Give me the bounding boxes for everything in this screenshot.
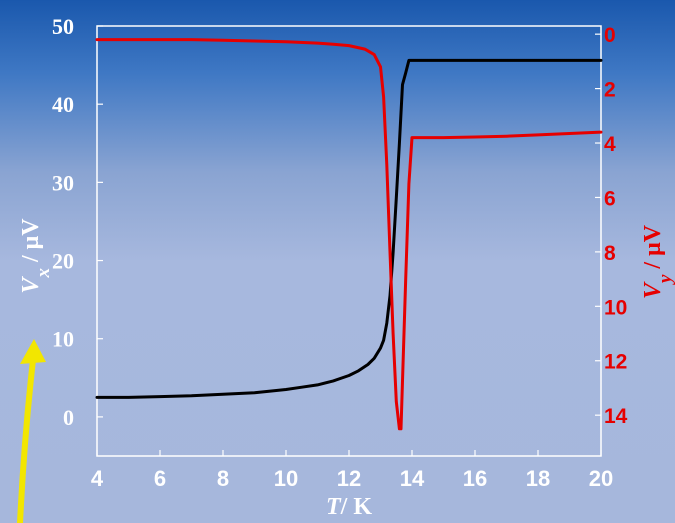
y-left-tick-label: 50 [52, 14, 74, 39]
x-tick-label: 6 [154, 466, 166, 491]
y-right-tick-label: 6 [604, 187, 616, 210]
y-right-tick-label: 12 [604, 351, 627, 374]
x-tick-label: 20 [589, 466, 613, 491]
y-left-tick-label: 0 [63, 405, 74, 430]
y-right-tick-label: 14 [604, 405, 628, 428]
y-right-tick-label: 8 [604, 242, 616, 265]
x-tick-label: 14 [400, 466, 425, 491]
y-right-tick-label: 10 [604, 296, 627, 319]
series-line-vx [95, 58, 603, 399]
series-line-vy [95, 38, 603, 431]
y-right-tick-label: 0 [604, 24, 616, 47]
y-right-axis-title: Vy / μV [640, 224, 675, 299]
y-left-axis-title: Vx / μV [18, 218, 54, 294]
y-left-tick-label: 40 [52, 92, 74, 117]
x-tick-label: 18 [526, 466, 550, 491]
y-right-tick-label: 4 [604, 133, 616, 156]
x-tick-label: 4 [91, 466, 104, 491]
y-right-tick-label: 2 [604, 79, 616, 102]
x-tick-label: 16 [463, 466, 487, 491]
x-tick-label: 12 [337, 466, 361, 491]
y-left-tick-label: 30 [52, 170, 74, 195]
yellow-arrow-shaft [17, 357, 36, 523]
x-tick-label: 8 [217, 466, 229, 491]
x-tick-label: 10 [274, 466, 298, 491]
y-left-tick-label: 20 [52, 249, 74, 274]
yellow-arrow-head [20, 339, 46, 364]
plot-frame [96, 25, 602, 457]
x-axis-title: T/ K [326, 494, 372, 520]
y-left-tick-label: 10 [52, 327, 74, 352]
